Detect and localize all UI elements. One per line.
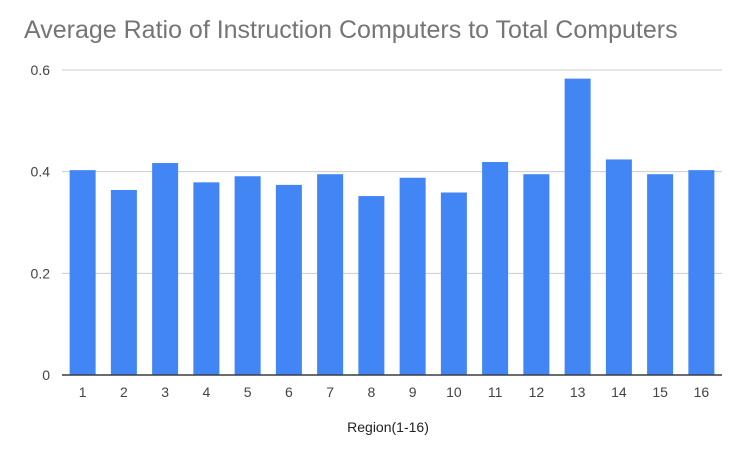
x-tick-label: 16 xyxy=(694,384,710,400)
bar-region-15 xyxy=(647,174,674,375)
y-tick-label: 0 xyxy=(42,367,50,383)
bar-region-10 xyxy=(440,192,467,375)
bar-region-1 xyxy=(69,170,96,375)
bar-region-16 xyxy=(688,170,715,375)
bar-region-2 xyxy=(110,189,137,375)
bar-region-7 xyxy=(317,174,344,375)
x-tick-label: 9 xyxy=(409,384,417,400)
x-axis-title: Region(1-16) xyxy=(347,419,429,435)
x-tick-label: 10 xyxy=(446,384,462,400)
y-axis-ticks: 0 0.2 0.4 0.6 xyxy=(31,62,51,383)
x-tick-label: 12 xyxy=(529,384,545,400)
bar-region-9 xyxy=(399,177,426,375)
y-tick-label: 0.6 xyxy=(31,62,51,78)
x-tick-label: 11 xyxy=(488,384,503,400)
chart-title: Average Ratio of Instruction Computers t… xyxy=(24,16,678,44)
bars xyxy=(62,78,722,376)
bar-region-6 xyxy=(275,184,302,375)
x-tick-label: 13 xyxy=(570,384,586,400)
bar-region-4 xyxy=(193,182,220,375)
bar-region-12 xyxy=(523,174,550,375)
bar-region-3 xyxy=(152,163,179,375)
x-tick-label: 14 xyxy=(611,384,627,400)
x-axis-ticks: 1 2 3 4 5 6 7 8 9 10 11 12 13 14 15 16 xyxy=(79,384,710,400)
bar-region-11 xyxy=(482,162,509,375)
y-tick-label: 0.2 xyxy=(31,265,51,281)
bar-region-14 xyxy=(605,159,632,375)
x-tick-label: 7 xyxy=(326,384,334,400)
bar-region-8 xyxy=(358,196,385,375)
x-tick-label: 1 xyxy=(79,384,87,400)
x-tick-label: 8 xyxy=(367,384,375,400)
x-tick-label: 5 xyxy=(244,384,252,400)
x-tick-label: 15 xyxy=(652,384,668,400)
bar-region-13 xyxy=(564,78,591,376)
x-tick-label: 4 xyxy=(202,384,210,400)
y-tick-label: 0.4 xyxy=(31,164,51,180)
x-tick-label: 3 xyxy=(161,384,169,400)
x-tick-label: 6 xyxy=(285,384,293,400)
bar-region-5 xyxy=(234,176,261,375)
x-tick-label: 2 xyxy=(120,384,128,400)
